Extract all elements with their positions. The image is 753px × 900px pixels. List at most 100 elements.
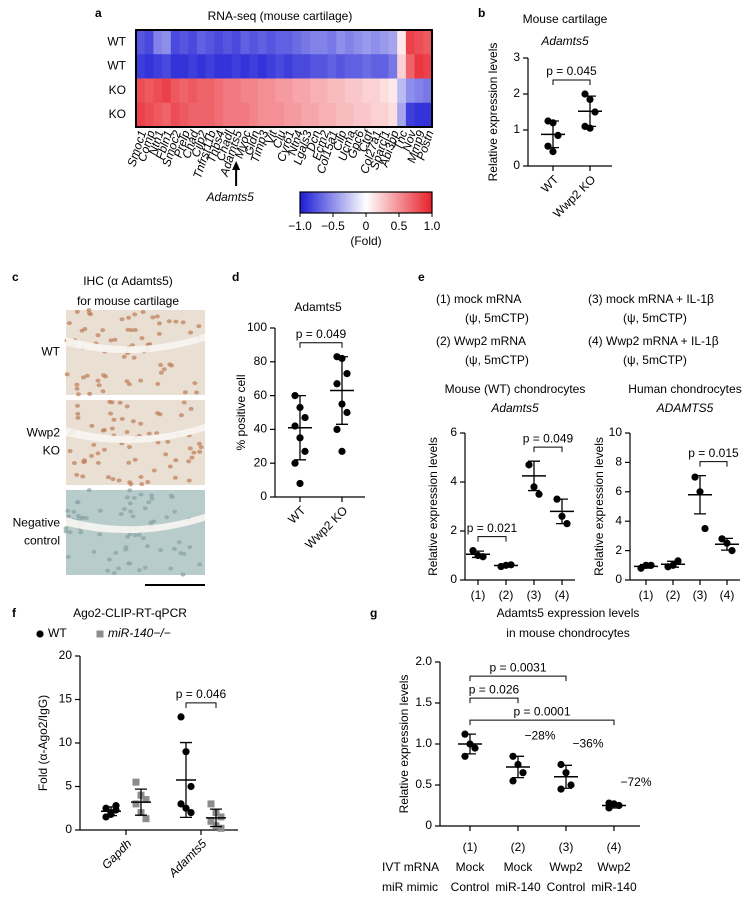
heatmap-cell (257, 54, 267, 79)
heatmap-cell (153, 78, 163, 104)
cell-stain (124, 430, 130, 435)
heatmap-cell (353, 102, 363, 128)
data-point (567, 781, 575, 789)
panel-letter: e (418, 270, 425, 284)
heatmap-cell (423, 54, 433, 79)
heatmap-cell (388, 102, 398, 128)
heatmap-cell (249, 30, 259, 55)
heatmap-cell (196, 30, 207, 55)
cell-stain (158, 548, 164, 553)
x-tick-label: Adamts5 (165, 836, 209, 880)
panel-letter: g (370, 606, 377, 620)
cell-stain (86, 308, 92, 313)
cell-stain (75, 403, 81, 408)
data-point (471, 744, 479, 752)
colorbar-tick-label: −0.5 (321, 219, 345, 233)
colorbar-label: (Fold) (350, 234, 381, 248)
heatmap-cell (170, 54, 180, 79)
heatmap-cell (362, 30, 372, 55)
heatmap-cell (240, 102, 250, 128)
heatmap-cell (362, 102, 372, 128)
cell-stain (75, 392, 81, 397)
cell-stain (63, 526, 69, 531)
cell-stain (66, 321, 72, 326)
significance-bracket (469, 719, 615, 726)
significance-bracket (469, 675, 567, 682)
y-tick-label: 4 (615, 513, 622, 527)
heatmap-cell (214, 30, 224, 55)
heatmap-cell (205, 102, 215, 128)
error-bar (500, 563, 512, 568)
cell-stain (180, 320, 186, 325)
cell-stain (138, 421, 144, 426)
cell-stain (75, 415, 81, 420)
cell-stain (145, 544, 151, 549)
heatmap-cell (405, 102, 415, 128)
heatmap-cell (205, 78, 215, 104)
data-point (112, 802, 120, 810)
data-point (142, 796, 150, 804)
heatmap-cell (266, 54, 276, 79)
heatmap-cell (196, 102, 207, 128)
colorbar-tick-label: 0 (363, 219, 370, 233)
significance-bracket (477, 536, 507, 542)
condition-label: (2) Wwp2 mRNA (436, 334, 526, 348)
heatmap-cell (266, 102, 276, 128)
chart-title: Mouse cartilage (523, 12, 608, 26)
y-tick-label: 6 (615, 484, 622, 498)
error-bar (694, 474, 706, 515)
y-tick-label: 1.0 (415, 736, 432, 750)
colorbar-tick-label: 0.5 (391, 219, 408, 233)
heatmap-cell (240, 54, 250, 79)
x-tick-label: (4) (720, 588, 735, 602)
heatmap-cell (310, 102, 320, 128)
cell-stain (156, 321, 162, 326)
data-point (132, 778, 140, 786)
heatmap-cell (310, 78, 320, 104)
p-value: p = 0.0001 (513, 704, 570, 718)
data-point (207, 800, 215, 808)
cell-stain (126, 315, 132, 320)
p-value: p = 0.015 (688, 446, 739, 460)
cell-stain (109, 400, 115, 405)
joint-space (66, 513, 205, 534)
cell-stain (158, 362, 164, 367)
cell-stain (161, 367, 167, 372)
cell-stain (127, 488, 133, 493)
data-point (177, 800, 185, 808)
cell-stain (154, 431, 160, 436)
y-axis-label: % positive cell (234, 374, 248, 450)
heatmap-cell (344, 78, 355, 104)
data-point (187, 809, 195, 817)
cell-stain (80, 375, 86, 380)
error-bar (294, 394, 306, 461)
condition-row-label: IVT mRNA (382, 860, 439, 874)
panel-title: IHC (α Adamts5) (83, 274, 173, 288)
heatmap-cell (371, 78, 381, 104)
colorbar (299, 191, 433, 214)
cell-stain (147, 342, 153, 347)
heatmap-cell (223, 30, 233, 55)
y-tick-label: 0 (513, 158, 520, 172)
heatmap-cell (379, 54, 389, 79)
cell-stain (111, 571, 117, 576)
heatmap-cell (353, 54, 363, 79)
y-tick-label: 0 (615, 572, 622, 586)
cell-stain (81, 458, 87, 463)
data-point (535, 490, 543, 498)
cell-stain (121, 507, 127, 512)
cell-stain (128, 509, 134, 514)
cell-stain (168, 566, 174, 571)
heatmap-cell (301, 102, 311, 128)
heatmap-cell (188, 54, 198, 79)
legend-label: WT (48, 626, 67, 640)
error-bar (640, 563, 652, 569)
heatmap-cell (144, 54, 154, 79)
cell-stain (64, 372, 70, 377)
cell-stain (97, 508, 103, 513)
heatmap-cell (336, 54, 346, 79)
y-axis-label: Relative expression levels (426, 437, 440, 576)
heatmap-cell (423, 102, 433, 128)
cell-stain (196, 324, 202, 329)
cell-stain (74, 472, 80, 477)
